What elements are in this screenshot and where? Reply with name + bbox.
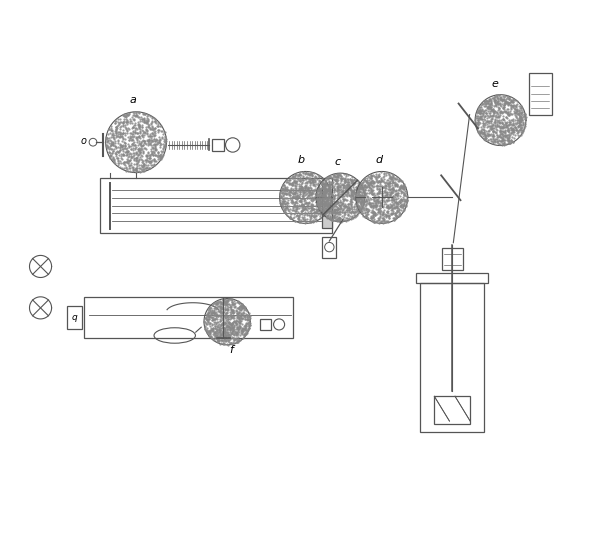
Bar xyxy=(67,306,82,329)
Bar xyxy=(416,273,488,283)
Bar xyxy=(442,248,463,270)
Bar xyxy=(100,178,332,233)
Text: e: e xyxy=(491,79,498,89)
Text: f: f xyxy=(230,345,233,355)
Text: o: o xyxy=(80,135,86,145)
Text: a: a xyxy=(130,95,137,105)
Bar xyxy=(212,139,224,151)
Text: d: d xyxy=(376,155,382,165)
Bar xyxy=(260,319,272,330)
Text: b: b xyxy=(298,155,304,165)
Bar xyxy=(420,283,484,432)
Text: c: c xyxy=(334,157,340,166)
Bar xyxy=(322,236,336,258)
Bar xyxy=(529,73,552,114)
Bar xyxy=(434,396,470,424)
Bar xyxy=(83,297,294,338)
Text: q: q xyxy=(72,313,77,322)
Bar xyxy=(322,184,332,228)
